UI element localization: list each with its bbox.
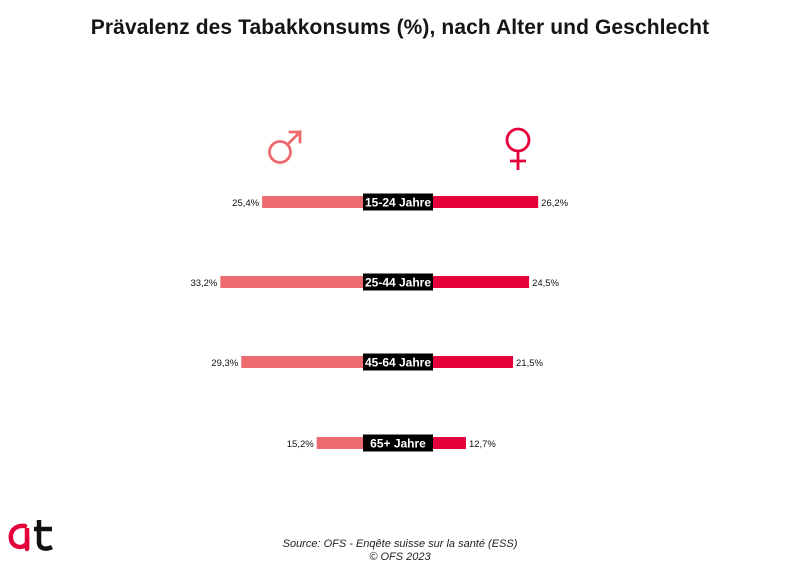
male-value-label: 15,2%: [287, 439, 314, 450]
male-bar: [241, 356, 398, 368]
gender-icons: [268, 127, 531, 170]
female-value-label: 12,7%: [469, 439, 496, 450]
copyright-note: © OFS 2023: [369, 551, 431, 563]
age-category-label: 65+ Jahre: [370, 437, 426, 451]
chart-canvas: 15-24 Jahre 25,4% 26,2% 25-44 Jahre 33,2% 24,…: [190, 127, 569, 452]
age-category-label: 45-64 Jahre: [365, 356, 431, 370]
bars: 15-24 Jahre 25,4% 26,2% 25-44 Jahre 33,2% 24,…: [190, 193, 569, 452]
female-bar: [398, 196, 539, 208]
female-value-label: 24,5%: [532, 278, 559, 289]
male-symbol-icon: [268, 130, 302, 164]
age-label-box: [363, 193, 433, 211]
source-note: Source: OFS - Enqête suisse sur la santé…: [282, 538, 518, 550]
female-value-label: 26,2%: [541, 198, 568, 209]
female-symbol-icon: [505, 127, 531, 170]
at-logo-icon: [8, 520, 54, 552]
age-label-box: [363, 434, 433, 452]
male-value-label: 29,3%: [211, 358, 238, 369]
age-category-label: 15-24 Jahre: [365, 196, 431, 210]
chart-title: Prävalenz des Tabakkonsums (%), nach Alt…: [90, 16, 710, 39]
male-bar: [220, 276, 398, 288]
age-label-box: [363, 353, 433, 371]
female-value-label: 21,5%: [516, 358, 543, 369]
age-category-label: 25-44 Jahre: [365, 276, 431, 290]
male-value-label: 25,4%: [232, 198, 259, 209]
male-value-label: 33,2%: [190, 278, 217, 289]
age-label-box: [363, 273, 433, 291]
